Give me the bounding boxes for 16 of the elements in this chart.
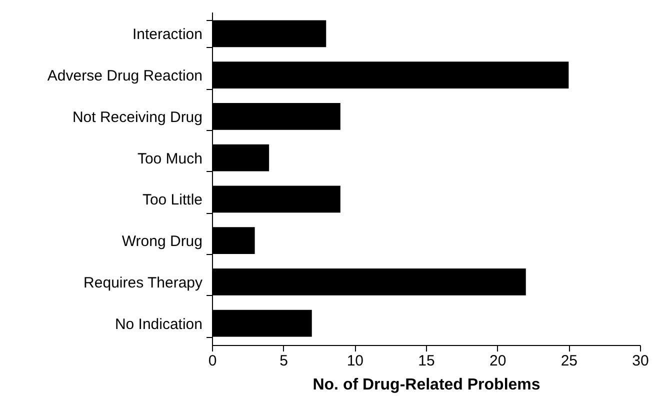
y-tick-label: Wrong Drug	[122, 233, 202, 250]
y-tick-label: Too Little	[142, 192, 202, 209]
x-tick-label: 10	[346, 352, 364, 370]
y-tick-label: Adverse Drug Reaction	[47, 68, 202, 85]
x-tick-label: 15	[418, 352, 435, 370]
x-tick-label: 25	[560, 352, 578, 370]
y-tick-label: No Indication	[114, 316, 202, 333]
y-tick-label: Too Much	[137, 150, 202, 168]
x-tick-label: 30	[632, 352, 649, 370]
y-tick-label: Interaction	[132, 26, 202, 44]
x-tick-label: 20	[489, 352, 506, 370]
x-axis-title: No. of Drug-Related Problems	[312, 376, 540, 394]
x-tick-label: 5	[280, 352, 288, 370]
y-tick-label: Not Receiving Drug	[72, 108, 202, 126]
y-tick-label: Requires Therapy	[84, 274, 203, 292]
x-tick-label: 0	[208, 352, 217, 370]
